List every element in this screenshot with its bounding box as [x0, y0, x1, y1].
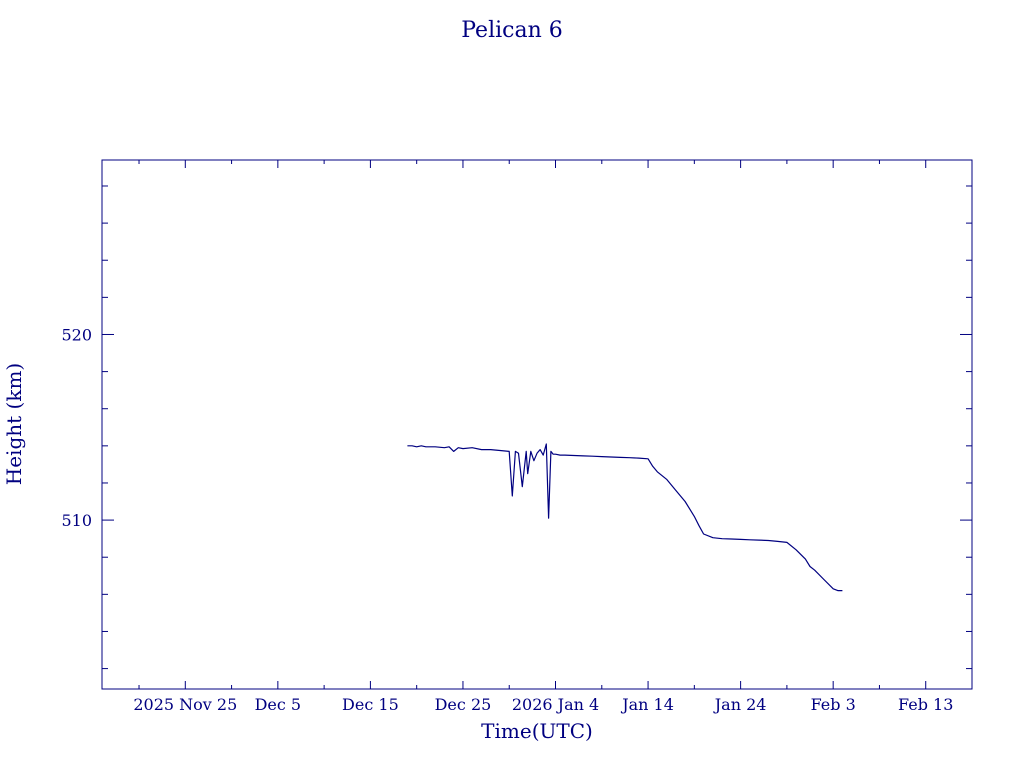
x-axis-label: Time(UTC) — [481, 719, 593, 743]
y-axis-tick-labels: 510 520 — [61, 325, 92, 530]
chart-title: Pelican 6 — [461, 18, 563, 43]
x-axis-tick-labels: 2025 Nov 25 Dec 5 Dec 15 Dec 25 2026 Jan 4 Ja… — [133, 695, 953, 714]
x-tick-label: Dec 15 — [342, 695, 399, 714]
y-axis-ticks — [102, 185, 972, 670]
x-tick-label: Feb 3 — [811, 695, 856, 714]
x-tick-label: Feb 13 — [898, 695, 953, 714]
series-line — [407, 443, 843, 592]
y-tick-label: 520 — [61, 325, 92, 344]
x-axis-ticks — [138, 160, 973, 689]
x-tick-label: 2026 Jan 4 — [512, 695, 599, 714]
plot-frame — [101, 159, 973, 690]
y-axis-label: Height (km) — [2, 363, 26, 485]
y-tick-label: 510 — [61, 511, 92, 530]
x-tick-label: 2025 Nov 25 — [133, 695, 237, 714]
x-tick-label: Dec 5 — [255, 695, 302, 714]
plot-area: 2025 Nov 25 Dec 5 Dec 15 Dec 25 2026 Jan 4 Ja… — [61, 159, 973, 714]
x-tick-label: Jan 14 — [620, 695, 674, 714]
x-tick-label: Jan 24 — [713, 695, 767, 714]
x-tick-label: Dec 25 — [435, 695, 492, 714]
